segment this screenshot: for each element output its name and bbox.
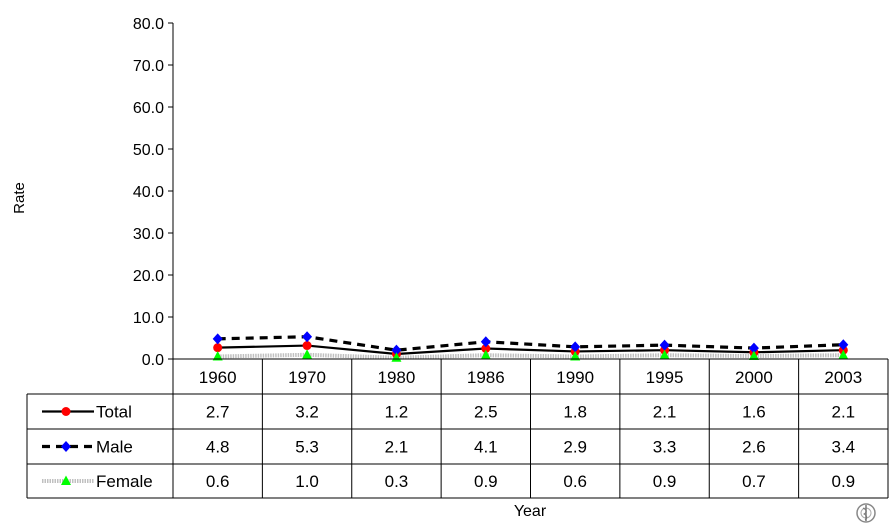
data-point-male — [748, 342, 759, 354]
data-label-male: 3.3 — [653, 438, 677, 457]
series-line-male — [217, 335, 844, 352]
legend-label: Male — [96, 438, 133, 457]
data-point-male — [391, 344, 402, 356]
series-line-female — [217, 352, 844, 360]
data-point-total — [302, 341, 312, 351]
data-point-total — [481, 344, 491, 353]
y-tick-label: 50.0 — [133, 142, 164, 159]
data-label-male: 4.1 — [474, 438, 498, 457]
legend-marker-female — [61, 475, 71, 485]
data-point-female — [659, 349, 670, 360]
data-point-male — [480, 336, 491, 348]
plot-area — [212, 331, 849, 362]
data-point-male — [302, 331, 313, 343]
data-point-female — [480, 349, 491, 360]
data-label-male: 2.1 — [385, 438, 409, 457]
data-label-total: 2.5 — [474, 403, 498, 422]
x-tick-label: 1970 — [288, 368, 326, 387]
x-tick-label: 1980 — [378, 368, 416, 387]
data-label-female: 0.9 — [831, 472, 855, 491]
data-label-female: 0.6 — [563, 472, 587, 491]
data-label-male: 4.8 — [206, 438, 230, 457]
y-axis-label: Rate — [11, 182, 28, 214]
data-label-male: 5.3 — [295, 438, 319, 457]
data-label-female: 0.9 — [653, 472, 677, 491]
data-label-female: 0.9 — [474, 472, 498, 491]
y-tick-label: 10.0 — [133, 310, 164, 327]
x-tick-label: 1960 — [199, 368, 237, 387]
x-tick-label: 2003 — [824, 368, 862, 387]
data-point-male — [570, 341, 581, 353]
data-label-female: 1.0 — [295, 472, 319, 491]
legend-label: Female — [96, 472, 153, 491]
data-point-male — [659, 339, 670, 351]
data-point-female — [838, 349, 849, 360]
x-tick-label: 1990 — [556, 368, 594, 387]
y-tick-label: 60.0 — [133, 100, 164, 117]
data-label-total: 1.8 — [563, 403, 587, 422]
x-tick-label: 1986 — [467, 368, 505, 387]
data-label-male: 2.9 — [563, 438, 587, 457]
data-label-female: 0.3 — [385, 472, 409, 491]
y-tick-label: 40.0 — [133, 184, 164, 201]
legend-label: Total — [96, 403, 132, 422]
data-table: 1960 1970 1980 1986 1990 1995 2000 2003 Total 2.7… — [26, 358, 889, 499]
data-point-male — [212, 333, 223, 345]
data-label-male: 2.6 — [742, 438, 766, 457]
data-label-male: 3.4 — [831, 438, 855, 457]
data-point-female — [748, 350, 759, 361]
legend-marker-total — [61, 407, 71, 416]
data-label-total: 3.2 — [295, 403, 319, 422]
y-tick-label: 70.0 — [133, 58, 164, 75]
legend-marker-male — [61, 441, 71, 452]
x-axis-label: Year — [514, 503, 547, 520]
data-label-female: 0.7 — [742, 472, 766, 491]
series-line-total — [217, 344, 844, 356]
y-tick-label: 0.0 — [142, 352, 164, 369]
y-tick-label: 80.0 — [133, 16, 164, 33]
data-label-total: 2.7 — [206, 403, 230, 422]
x-tick-label: 2000 — [735, 368, 773, 387]
data-label-total: 2.1 — [653, 403, 677, 422]
data-point-female — [302, 349, 313, 359]
x-tick-label: 1995 — [646, 368, 684, 387]
data-label-total: 1.2 — [385, 403, 409, 422]
data-point-total — [213, 343, 223, 353]
y-tick-label: 20.0 — [133, 268, 164, 285]
y-tick-label: 30.0 — [133, 226, 164, 243]
data-label-total: 1.6 — [742, 403, 766, 422]
who-emblem-icon — [856, 503, 876, 523]
data-point-female — [570, 350, 581, 361]
data-point-female — [212, 350, 223, 361]
y-axis: 0.0 10.0 20.0 30.0 40.0 50.0 60.0 70.0 80.0 — [133, 16, 174, 369]
data-point-male — [838, 339, 849, 351]
data-label-female: 0.6 — [206, 472, 230, 491]
data-label-total: 2.1 — [831, 403, 855, 422]
